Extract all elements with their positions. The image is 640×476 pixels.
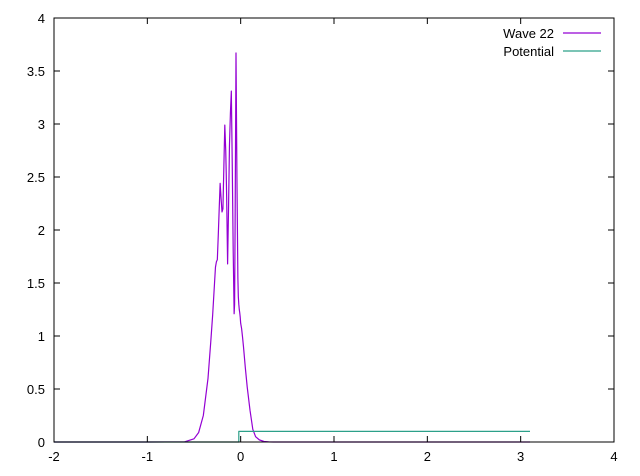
x-tick-label: -2 [48, 449, 60, 464]
legend-label: Potential [503, 44, 554, 59]
y-tick-label: 4 [38, 11, 45, 26]
legend: Wave 22 Potential [503, 26, 601, 59]
x-tick-label: 0 [237, 449, 244, 464]
y-tick-label: 2.5 [27, 170, 45, 185]
x-tick-label: 4 [610, 449, 617, 464]
y-tick-label: 3.5 [27, 64, 45, 79]
y-tick-label: 1 [38, 329, 45, 344]
x-tick-label: 2 [424, 449, 431, 464]
y-tick-label: 3 [38, 117, 45, 132]
x-tick-label: -1 [142, 449, 154, 464]
y-tick-label: 2 [38, 223, 45, 238]
ticks-layer: -2 -1 0 1 2 3 4 0 0.5 1 1.5 2 2.5 3 3.5 4 [27, 11, 618, 464]
y-tick-label: 1.5 [27, 276, 45, 291]
legend-label: Wave 22 [503, 26, 554, 41]
x-tick-label: 1 [330, 449, 337, 464]
y-tick-label: 0.5 [27, 382, 45, 397]
y-tick-label: 0 [38, 435, 45, 450]
x-tick-label: 3 [517, 449, 524, 464]
series-line-wave-22 [54, 52, 530, 443]
